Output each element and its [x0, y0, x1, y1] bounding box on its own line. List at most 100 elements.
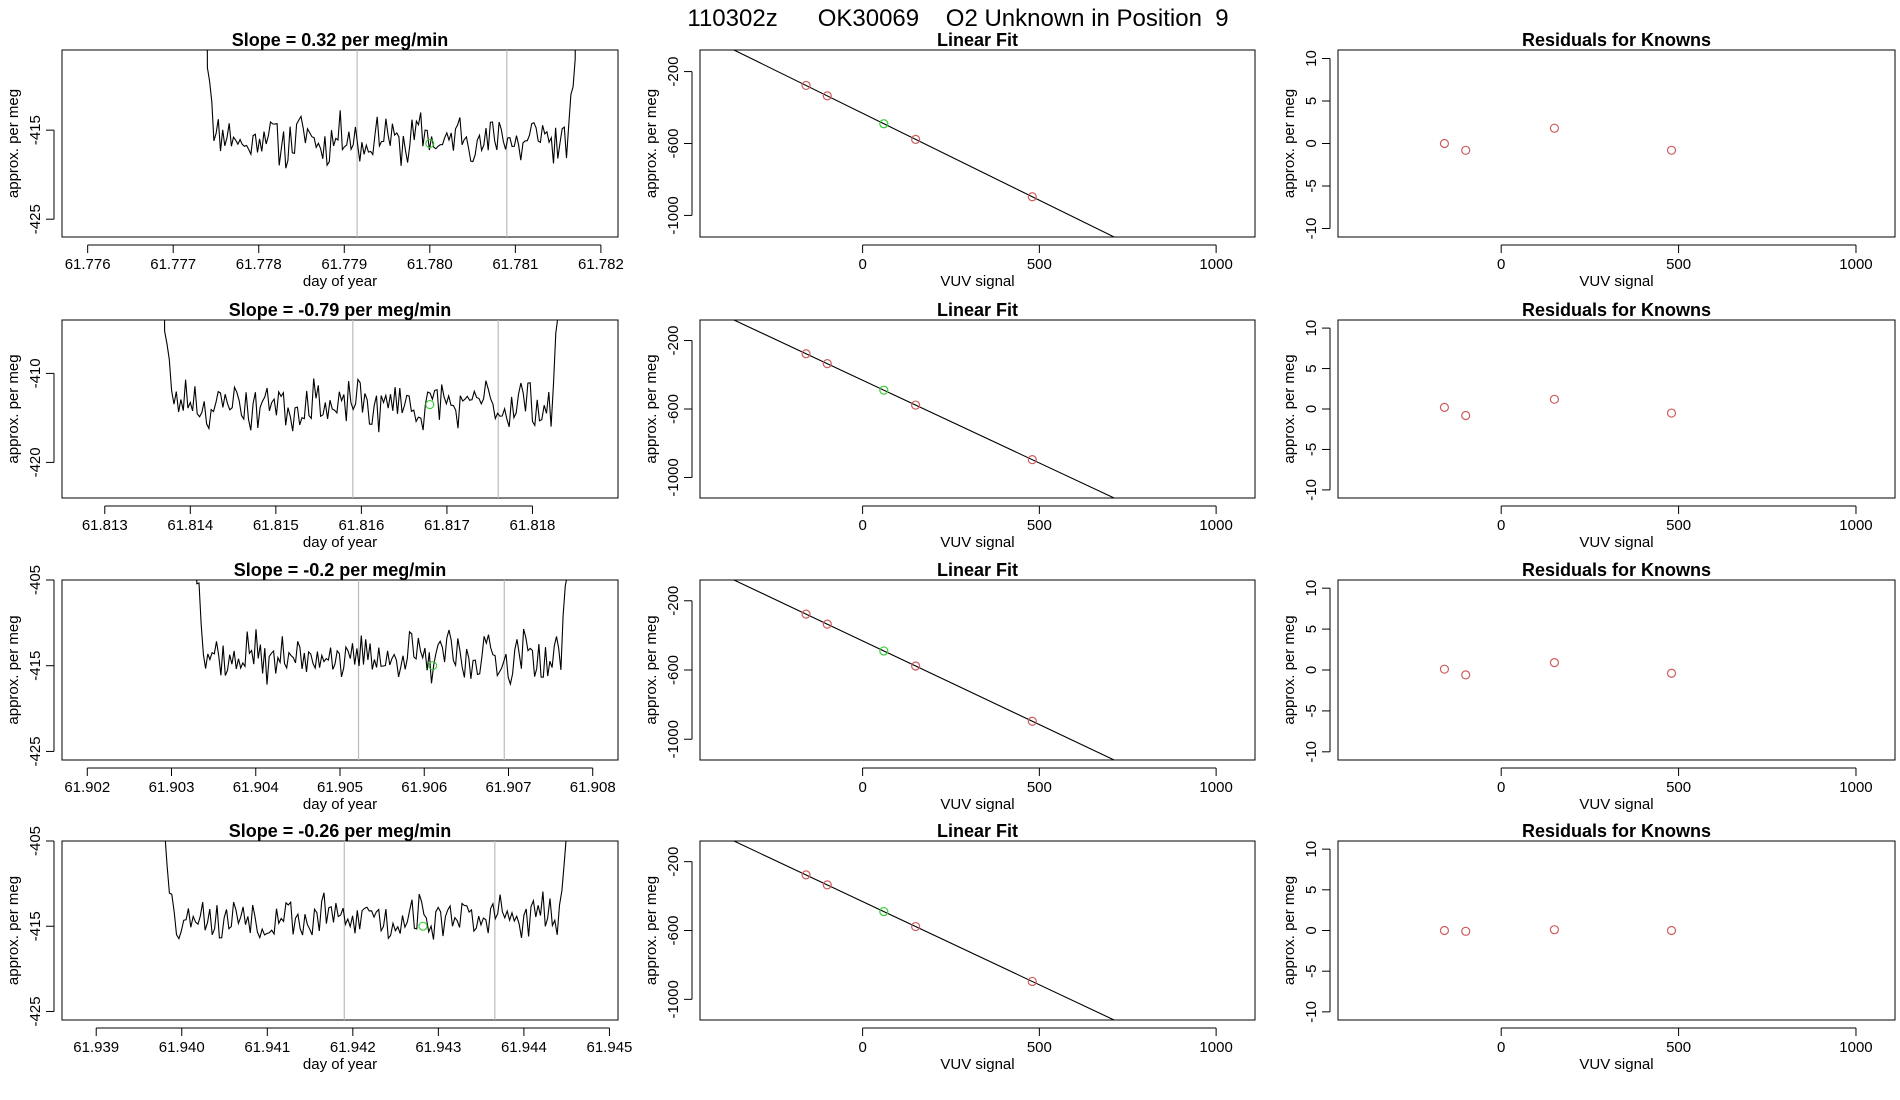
y-tick-label: -405 [27, 826, 44, 856]
panel-title: Linear Fit [937, 821, 1018, 841]
known-point [911, 661, 921, 671]
x-axis-label: VUV signal [1579, 534, 1653, 551]
known-point [1549, 658, 1560, 668]
data-layer [732, 50, 1116, 237]
data-layer [1439, 123, 1677, 155]
y-tick-label: -415 [27, 115, 44, 145]
x-tick-label: 61.906 [401, 779, 447, 796]
panel-title: Linear Fit [937, 560, 1018, 580]
panel-title: Slope = -0.26 per meg/min [229, 821, 452, 841]
known-point [1666, 925, 1677, 936]
known-point [822, 359, 832, 369]
plot-frame [61, 840, 619, 1021]
x-tick-label: 1000 [1839, 517, 1872, 534]
x-tick-label: 61.945 [587, 1039, 633, 1056]
panel-title: Residuals for Knowns [1522, 300, 1711, 320]
panel-title: Slope = -0.2 per meg/min [234, 560, 447, 580]
y-tick-label: 10 [1303, 50, 1320, 67]
y-axis-label: approx. per meg [5, 876, 22, 985]
known-point [1027, 716, 1037, 726]
y-tick-label: -425 [27, 204, 44, 234]
panels: Slope = 0.32 per meg/min 61.776 61.777 61.7… [5, 30, 1896, 1073]
panel-title: Slope = -0.79 per meg/min [229, 300, 452, 320]
y-tick-label: -5 [1303, 965, 1320, 978]
y-tick-label: 0 [1303, 926, 1320, 934]
x-tick-label: 61.943 [415, 1039, 461, 1056]
known-point [822, 880, 832, 890]
y-tick-label: -1000 [665, 458, 682, 496]
x-tick-label: 500 [1027, 256, 1052, 273]
x-tick-label: 0 [1497, 779, 1505, 796]
y-tick-label: -10 [1303, 1001, 1320, 1023]
plot-frame [1337, 49, 1896, 238]
x-tick-label: 1000 [1839, 1039, 1872, 1056]
y-tick-label: 5 [1303, 886, 1320, 894]
data-layer [1439, 925, 1677, 936]
x-tick-label: 1000 [1199, 779, 1232, 796]
y-tick-label: -5 [1303, 443, 1320, 456]
unknown-point [428, 661, 438, 671]
y-tick-label: -10 [1303, 479, 1320, 501]
y-tick-label: -600 [665, 655, 682, 685]
plot-frame [699, 840, 1256, 1021]
plot-frame [61, 319, 619, 499]
x-tick-label: 61.816 [338, 517, 384, 534]
panel-title: Residuals for Knowns [1522, 560, 1711, 580]
known-point [1549, 925, 1560, 935]
x-tick-label: 61.782 [578, 256, 624, 273]
data-layer [164, 841, 567, 1020]
data-layer [732, 841, 1116, 1020]
x-tick-label: 61.776 [65, 256, 111, 273]
y-tick-label: -600 [665, 394, 682, 424]
known-point [1027, 976, 1037, 987]
y-axis-label: approx. per meg [5, 615, 22, 724]
y-axis-label: approx. per meg [643, 876, 660, 985]
y-tick-label: -410 [27, 358, 44, 388]
x-tick-label: 61.904 [233, 779, 279, 796]
y-tick-label: -405 [27, 565, 44, 595]
residuals-row-2: Residuals for Knowns 0 500 1000 VUV signal -1… [1281, 300, 1896, 551]
x-tick-label: 500 [1666, 256, 1691, 273]
x-tick-label: 1000 [1199, 517, 1232, 534]
y-tick-label: 0 [1303, 666, 1320, 674]
x-tick-label: 61.818 [510, 517, 556, 534]
x-tick-label: 61.940 [159, 1039, 205, 1056]
time-series-row-3: Slope = -0.2 per meg/min 61.902 61.903 61.9… [5, 560, 619, 813]
x-tick-label: 61.777 [150, 256, 196, 273]
x-tick-label: 0 [858, 1039, 866, 1056]
x-tick-label: 61.939 [73, 1039, 119, 1056]
x-tick-label: 500 [1666, 779, 1691, 796]
x-tick-label: 61.941 [244, 1039, 290, 1056]
x-tick-label: 0 [1497, 256, 1505, 273]
y-tick-label: -200 [665, 847, 682, 877]
y-axis-label: approx. per meg [5, 89, 22, 198]
data-layer [732, 320, 1116, 498]
y-tick-label: -600 [665, 128, 682, 158]
x-tick-label: 1000 [1839, 256, 1872, 273]
known-point [801, 80, 811, 91]
x-tick-label: 1000 [1199, 1039, 1232, 1056]
y-axis-label: approx. per meg [643, 615, 660, 724]
x-axis-label: VUV signal [940, 1056, 1014, 1073]
x-tick-label: 61.817 [424, 517, 470, 534]
x-tick-label: 500 [1027, 1039, 1052, 1056]
y-axis-label: approx. per meg [643, 354, 660, 463]
x-tick-label: 61.903 [149, 779, 195, 796]
known-point [1027, 192, 1037, 202]
y-axis-label: approx. per meg [643, 89, 660, 198]
plot-frame [699, 579, 1256, 761]
y-tick-label: -5 [1303, 704, 1320, 717]
x-axis-label: VUV signal [1579, 273, 1653, 290]
y-tick-label: -415 [27, 911, 44, 941]
unknown-point [425, 138, 435, 149]
y-tick-label: -425 [27, 996, 44, 1026]
y-tick-label: -200 [665, 57, 682, 87]
unknown-point [879, 646, 889, 656]
x-axis-label: VUV signal [940, 534, 1014, 551]
x-tick-label: 500 [1666, 517, 1691, 534]
x-tick-label: 0 [858, 779, 866, 796]
x-axis-label: day of year [303, 796, 377, 813]
y-tick-label: -5 [1303, 179, 1320, 192]
y-tick-label: 10 [1303, 320, 1320, 337]
